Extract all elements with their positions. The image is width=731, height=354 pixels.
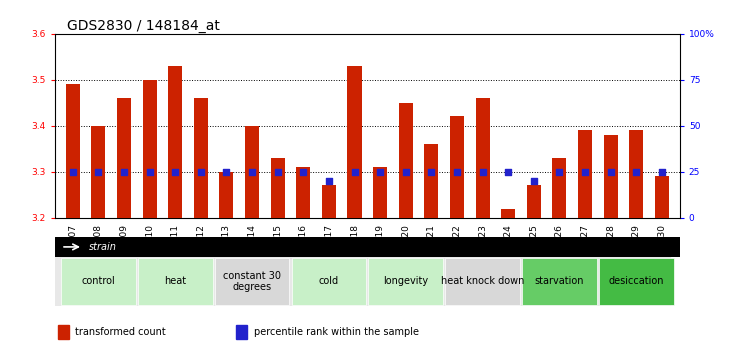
Point (144, 169, 156, 175)
Bar (236, 325, 247, 339)
Bar (347, 66, 362, 218)
Point (323, 178, 335, 184)
Bar (66, 84, 80, 218)
Bar (61, 258, 136, 305)
Bar (322, 185, 336, 218)
Point (400, 169, 412, 175)
Text: GDS2830 / 148184_at: GDS2830 / 148184_at (67, 19, 220, 33)
Bar (629, 130, 643, 218)
Point (477, 169, 488, 175)
Point (67, 169, 79, 175)
Bar (143, 80, 156, 218)
Bar (655, 176, 669, 218)
Bar (578, 130, 592, 218)
Point (502, 169, 514, 175)
Bar (292, 258, 366, 305)
Bar (219, 172, 233, 218)
Text: cold: cold (319, 276, 339, 286)
Point (272, 169, 284, 175)
Point (374, 169, 386, 175)
Text: percentile rank within the sample: percentile rank within the sample (254, 327, 419, 337)
Bar (398, 103, 413, 218)
Point (579, 169, 591, 175)
Bar (450, 116, 464, 218)
Bar (270, 158, 284, 218)
Bar (501, 209, 515, 218)
Bar (117, 98, 131, 218)
Text: constant 30
degrees: constant 30 degrees (223, 270, 281, 292)
Point (656, 169, 667, 175)
Bar (604, 135, 618, 218)
Point (425, 169, 437, 175)
Bar (368, 258, 443, 305)
Point (221, 169, 232, 175)
Bar (168, 66, 182, 218)
Bar (58, 325, 69, 339)
Point (349, 169, 360, 175)
Point (170, 169, 181, 175)
Bar (245, 126, 259, 218)
Bar (296, 167, 311, 218)
Point (118, 169, 130, 175)
Point (605, 169, 616, 175)
Bar (527, 185, 541, 218)
Text: heat: heat (164, 276, 186, 286)
Point (195, 169, 207, 175)
Point (528, 178, 539, 184)
Bar (522, 258, 596, 305)
Point (451, 169, 463, 175)
Text: control: control (81, 276, 115, 286)
Text: longevity: longevity (383, 276, 428, 286)
Bar (194, 98, 208, 218)
Bar (476, 98, 490, 218)
Point (298, 169, 309, 175)
Bar (373, 167, 387, 218)
Point (93, 169, 105, 175)
Text: desiccation: desiccation (608, 276, 664, 286)
Bar (424, 144, 439, 218)
Point (630, 169, 642, 175)
Bar (91, 126, 105, 218)
Bar (445, 258, 520, 305)
Text: heat knock down: heat knock down (441, 276, 524, 286)
Bar (599, 258, 674, 305)
Text: transformed count: transformed count (75, 327, 166, 337)
Bar (138, 258, 213, 305)
Bar (215, 258, 289, 305)
Point (553, 169, 565, 175)
Bar (553, 158, 567, 218)
Text: starvation: starvation (534, 276, 584, 286)
Point (246, 169, 258, 175)
Text: strain: strain (89, 242, 117, 252)
